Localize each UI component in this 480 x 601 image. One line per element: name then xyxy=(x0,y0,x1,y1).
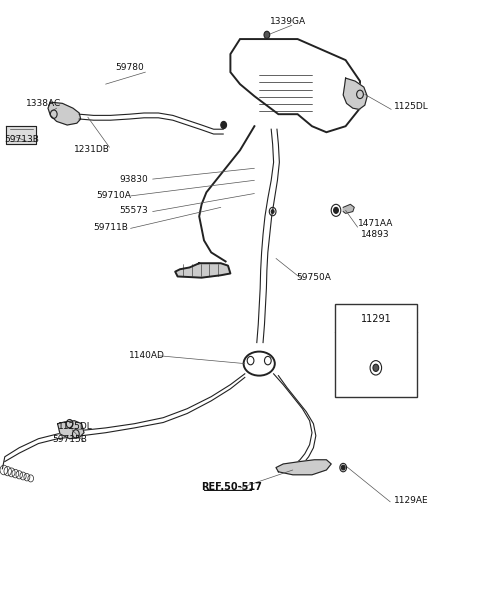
Text: 1125DL: 1125DL xyxy=(58,423,92,431)
Text: 59711B: 59711B xyxy=(94,223,129,231)
Polygon shape xyxy=(343,204,354,213)
Text: 1140AD: 1140AD xyxy=(129,352,165,360)
Circle shape xyxy=(373,364,379,371)
Circle shape xyxy=(264,31,270,38)
Text: REF.50-517: REF.50-517 xyxy=(202,482,263,492)
Polygon shape xyxy=(276,460,331,475)
Polygon shape xyxy=(343,78,367,109)
Text: 59710A: 59710A xyxy=(96,192,131,200)
Text: 59715B: 59715B xyxy=(52,436,87,444)
Polygon shape xyxy=(6,126,36,144)
Text: 1125DL: 1125DL xyxy=(394,103,428,111)
Text: 1471AA: 1471AA xyxy=(358,219,393,228)
Text: 93830: 93830 xyxy=(119,175,148,183)
Text: 59713B: 59713B xyxy=(4,135,39,144)
Polygon shape xyxy=(48,102,81,125)
Circle shape xyxy=(334,207,338,213)
Text: 55573: 55573 xyxy=(119,207,148,215)
Circle shape xyxy=(341,465,345,470)
Text: 11291: 11291 xyxy=(360,314,391,323)
Text: 59780: 59780 xyxy=(115,63,144,72)
Text: 1339GA: 1339GA xyxy=(270,17,306,25)
Text: 14893: 14893 xyxy=(361,230,390,239)
Text: 1231DB: 1231DB xyxy=(74,145,110,153)
Polygon shape xyxy=(58,421,84,439)
Circle shape xyxy=(271,210,274,213)
Polygon shape xyxy=(175,263,230,278)
Text: 59750A: 59750A xyxy=(297,273,332,282)
Circle shape xyxy=(221,121,227,129)
Bar xyxy=(335,304,417,397)
Text: 1338AC: 1338AC xyxy=(26,99,61,108)
Text: 1129AE: 1129AE xyxy=(394,496,428,504)
